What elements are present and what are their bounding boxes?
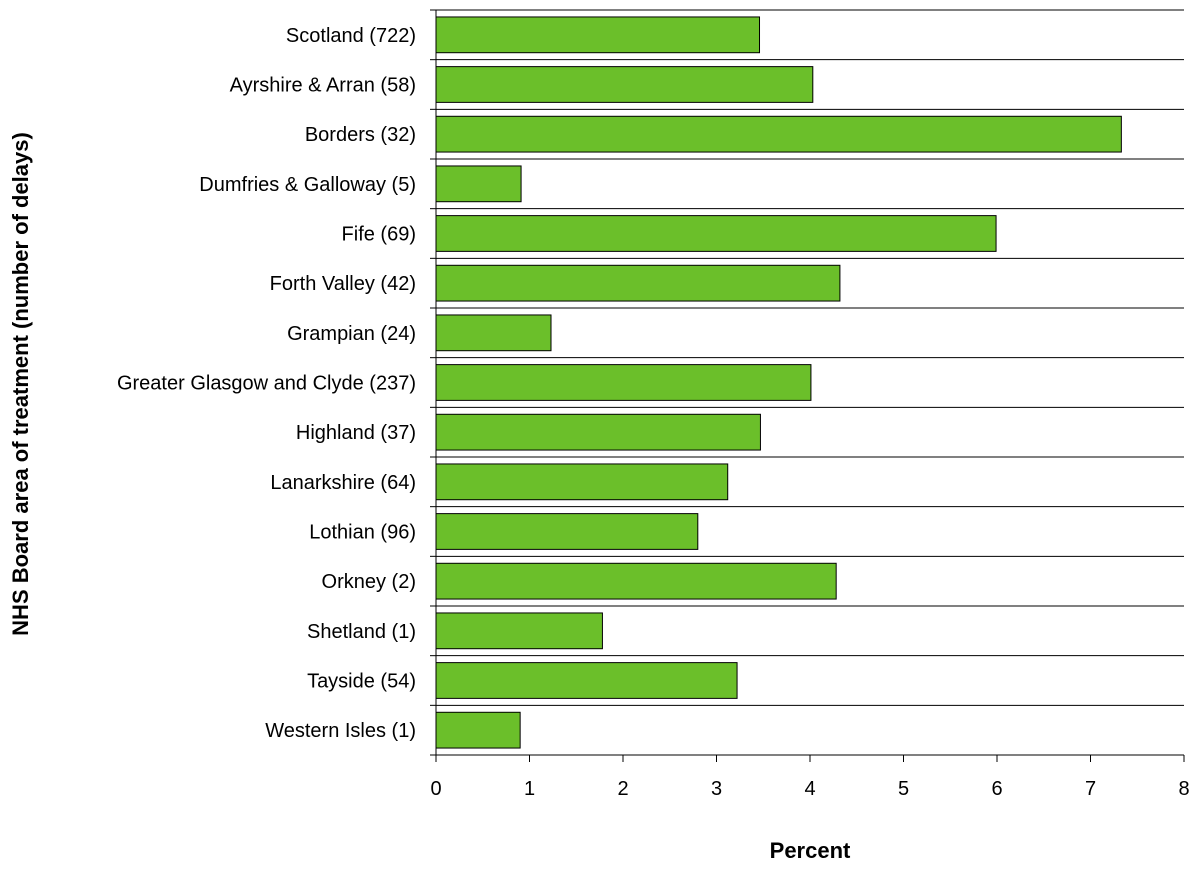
category-label: Western Isles (1): [265, 720, 416, 742]
bar: [435, 662, 738, 699]
category-label: Grampian (24): [287, 323, 416, 345]
category-label: Dumfries & Galloway (5): [199, 174, 416, 196]
bars: [435, 16, 1122, 749]
x-tick-labels: 0 1 2 3 4 5 6 7 8: [430, 778, 1189, 800]
bar: [435, 513, 699, 550]
category-label: Lothian (96): [309, 522, 416, 544]
bar: [435, 562, 837, 600]
bar: [435, 16, 761, 54]
grid-lines: [436, 9, 1184, 756]
category-labels: Scotland (722) Ayrshire & Arran (58) Borde…: [117, 25, 416, 742]
bar: [435, 115, 1122, 153]
axes: [430, 9, 1185, 762]
category-label: Highland (37): [296, 422, 416, 444]
x-tick-label: 4: [804, 778, 815, 800]
x-tick-label: 3: [711, 778, 722, 800]
category-label: Greater Glasgow and Clyde (237): [117, 373, 416, 395]
category-label: Tayside (54): [307, 671, 416, 693]
category-label: Borders (32): [305, 124, 416, 146]
bar: [435, 413, 761, 451]
y-axis-title: NHS Board area of treatment (number of d…: [8, 132, 33, 636]
bar: [435, 612, 603, 650]
x-tick-label: 2: [617, 778, 628, 800]
bar: [435, 463, 729, 501]
x-tick-label: 5: [898, 778, 909, 800]
bar: [435, 264, 841, 302]
x-axis-title: Percent: [770, 838, 851, 863]
x-tick-label: 8: [1178, 778, 1189, 800]
bar: [435, 66, 814, 103]
x-tick-label: 7: [1085, 778, 1096, 800]
category-label: Forth Valley (42): [270, 273, 416, 295]
x-tick-label: 1: [524, 778, 535, 800]
category-label: Shetland (1): [307, 621, 416, 643]
x-tick-label: 0: [430, 778, 441, 800]
x-tick-label: 6: [991, 778, 1002, 800]
category-label: Ayrshire & Arran (58): [230, 75, 416, 97]
bar: [435, 314, 552, 352]
bar: [435, 364, 812, 401]
bar: [435, 165, 522, 203]
category-label: Orkney (2): [322, 571, 416, 593]
category-label: Lanarkshire (64): [270, 472, 416, 494]
bar: [435, 711, 521, 749]
category-label: Fife (69): [342, 224, 416, 246]
category-label: Scotland (722): [286, 25, 416, 47]
bar: [435, 215, 997, 252]
